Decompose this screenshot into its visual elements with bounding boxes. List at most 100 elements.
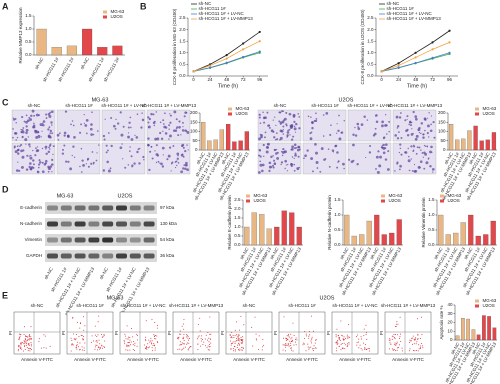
band — [88, 221, 100, 227]
cell — [281, 110, 284, 113]
event — [145, 336, 147, 338]
cell — [337, 129, 340, 133]
legend-swatch — [103, 15, 107, 19]
x-tick-label: sh-NC — [269, 246, 280, 260]
cell — [26, 119, 30, 123]
event — [305, 335, 307, 337]
bar — [468, 214, 474, 246]
event — [199, 317, 201, 319]
legend-swatch — [440, 199, 444, 203]
cell — [32, 149, 34, 152]
band — [88, 205, 100, 211]
legend-label: sh-HCG11 1# + LV-NC — [199, 11, 245, 16]
event — [207, 345, 209, 347]
cell — [266, 111, 269, 114]
event — [409, 348, 411, 350]
cell — [429, 150, 432, 154]
event — [346, 345, 348, 347]
cell — [320, 147, 324, 150]
event — [179, 330, 181, 332]
cell — [386, 168, 390, 171]
event — [243, 324, 245, 326]
cell — [37, 149, 40, 152]
cell — [136, 113, 139, 116]
bar — [455, 335, 460, 341]
size-label: 130 kDa — [160, 221, 177, 226]
event — [208, 349, 210, 351]
y-tick-label: 2.5 — [367, 15, 374, 20]
cell — [398, 131, 400, 134]
cell — [293, 147, 297, 150]
flow-header: sh-HCG11 1# — [288, 303, 316, 308]
event — [348, 336, 350, 338]
y-tick-label: 100 — [438, 129, 446, 134]
event — [147, 347, 149, 349]
event — [283, 316, 285, 318]
cell — [136, 150, 139, 154]
cell — [407, 147, 409, 150]
cell — [336, 151, 339, 154]
cell — [292, 113, 296, 117]
event — [102, 347, 104, 349]
flow-header: sh-HCG11 1# — [76, 303, 104, 308]
cell — [396, 137, 400, 140]
event — [177, 338, 179, 340]
event — [205, 334, 207, 336]
event — [19, 346, 21, 348]
cell — [90, 123, 93, 126]
event — [421, 343, 423, 345]
event — [183, 343, 185, 345]
event — [181, 349, 183, 351]
point — [258, 40, 261, 43]
event — [183, 336, 185, 338]
event — [416, 318, 418, 320]
flow-ylabel: PI — [220, 331, 225, 335]
event — [78, 346, 80, 348]
event — [127, 342, 129, 344]
event — [44, 335, 46, 337]
cell — [410, 158, 412, 160]
event — [286, 335, 288, 337]
event — [134, 345, 136, 347]
cell — [424, 129, 426, 132]
event — [123, 340, 125, 342]
band — [60, 221, 72, 227]
cell — [107, 169, 111, 173]
cell — [275, 124, 277, 126]
cell — [287, 163, 289, 166]
cell — [92, 161, 95, 164]
cell — [399, 164, 402, 168]
cell — [28, 155, 30, 157]
event — [365, 332, 367, 334]
event — [236, 337, 238, 339]
cell — [420, 149, 422, 151]
cell — [278, 111, 281, 114]
cell — [422, 156, 425, 158]
lane-label: sh-NC — [43, 266, 54, 280]
event — [182, 348, 184, 350]
cell — [33, 122, 35, 124]
cell — [386, 133, 388, 135]
cell — [129, 150, 131, 152]
cell — [21, 129, 24, 132]
event — [82, 336, 84, 338]
flow-header: sh-HCG11 1# + LV-MMP13 — [381, 303, 436, 308]
cell — [354, 134, 358, 137]
cell — [377, 150, 380, 153]
event — [151, 342, 153, 344]
cell — [328, 165, 331, 168]
event — [347, 343, 349, 345]
cell — [79, 165, 81, 168]
blot-strip — [45, 234, 157, 246]
cell — [327, 148, 330, 151]
cell — [73, 156, 76, 158]
y-tick-label: 1.5 — [179, 38, 186, 43]
cell — [298, 148, 301, 151]
event — [284, 346, 286, 348]
cell — [312, 170, 314, 173]
event — [335, 336, 337, 338]
event — [258, 348, 260, 350]
cell — [52, 153, 54, 156]
event — [312, 330, 314, 332]
bar — [479, 140, 484, 151]
